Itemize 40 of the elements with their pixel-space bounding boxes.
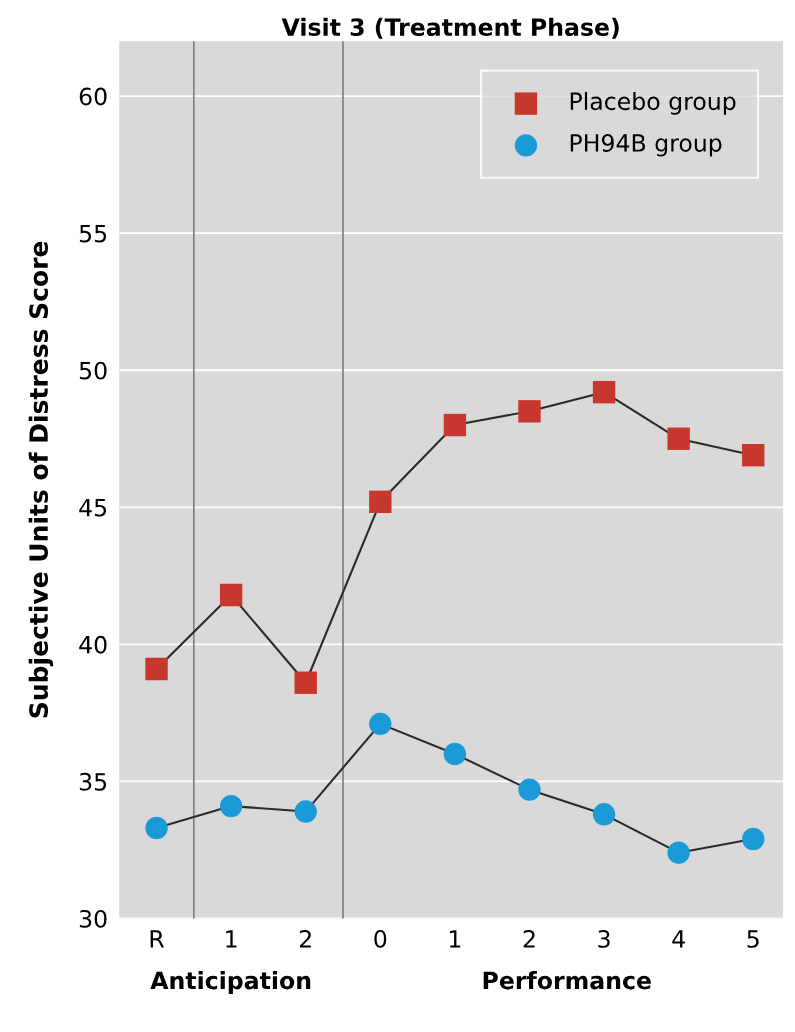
x-tick-label: 1 [449, 930, 461, 948]
y-tick-label: 45 [79, 499, 107, 517]
point [592, 803, 616, 826]
y-tick-label: 60 [79, 87, 107, 106]
legend-label: PH94B group [570, 134, 722, 157]
y-tick-label: 50 [79, 361, 107, 380]
point [294, 671, 317, 694]
x-tick-label: 2 [523, 930, 535, 948]
point [294, 800, 317, 823]
text: Anticipation [150, 971, 311, 994]
x-tick-label: 2 [299, 930, 311, 948]
x-tick-label: 0 [374, 930, 387, 948]
y-tick-label: 40 [79, 635, 107, 654]
point [443, 742, 467, 766]
text: Performance [483, 971, 651, 990]
x-tick-label: 1 [226, 930, 237, 948]
point [518, 400, 541, 423]
point [369, 490, 392, 514]
y-tick-label: 30 [79, 909, 107, 928]
point [219, 583, 243, 607]
legend-label: Placebo group [570, 91, 736, 115]
point [145, 816, 168, 840]
chart-title: Visit 3 (Treatment Phase) [281, 17, 619, 39]
point [518, 778, 541, 801]
y-axis-title: Subjective Units of Distress Score [28, 241, 54, 718]
point [742, 444, 765, 467]
y-tick-label: 35 [79, 772, 107, 791]
point [443, 413, 467, 437]
x-tick-label: 3 [598, 930, 610, 948]
x-tick-label: 5 [747, 930, 759, 948]
point [742, 827, 765, 851]
point [369, 712, 392, 736]
point [219, 794, 243, 818]
x-tick-label: 4 [672, 930, 685, 948]
y-tick-label: 55 [79, 224, 107, 243]
x-tick-label: R [150, 930, 165, 948]
point [667, 427, 690, 450]
point [145, 657, 168, 681]
point [667, 841, 690, 864]
point [592, 380, 616, 404]
